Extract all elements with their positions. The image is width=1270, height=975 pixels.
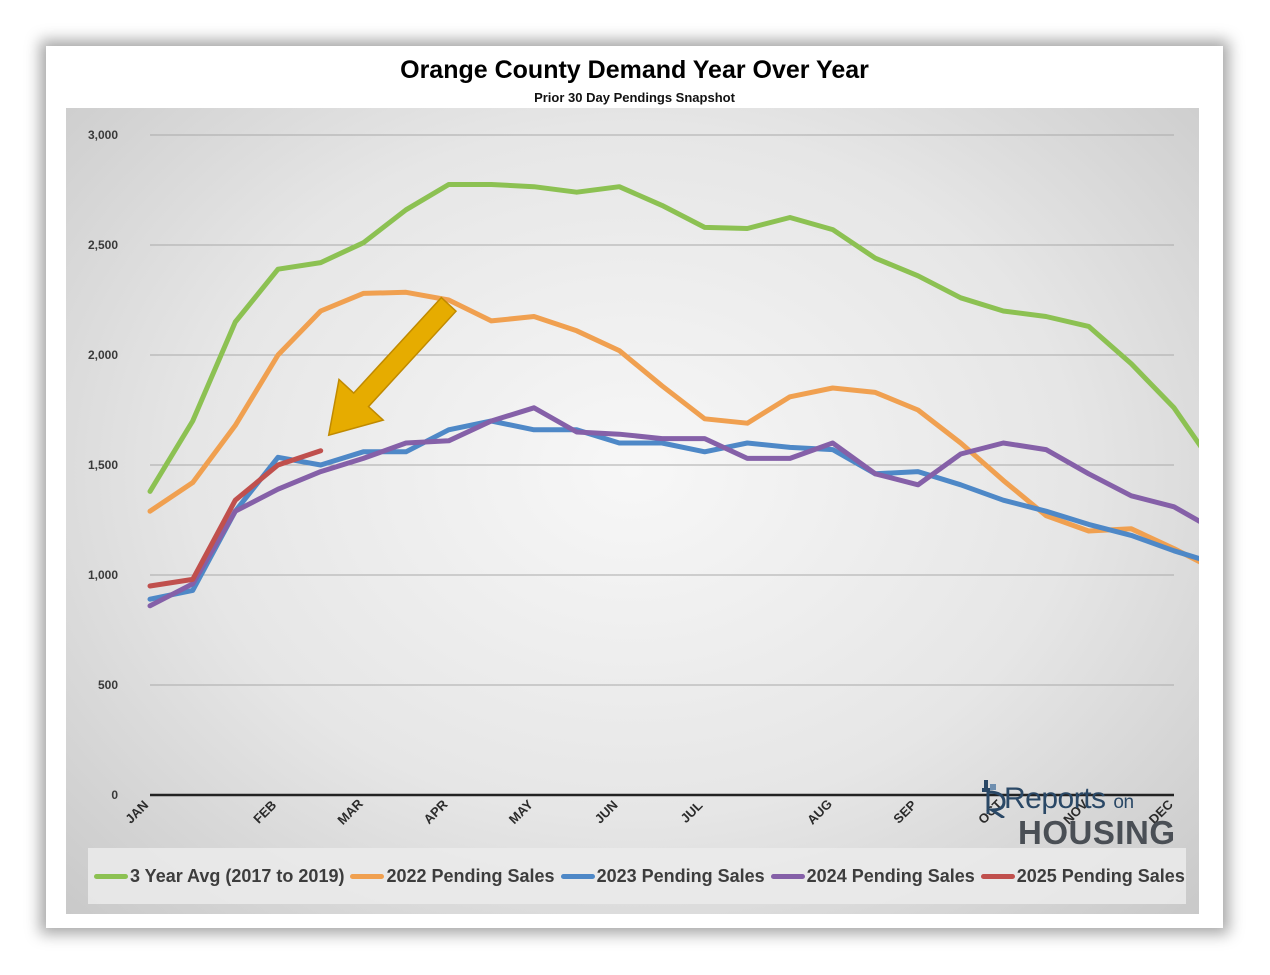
legend-swatch xyxy=(350,873,385,879)
month-tick-label: FEB xyxy=(250,797,279,826)
legend-label: 2024 Pending Sales xyxy=(806,865,975,886)
legend-label: 2022 Pending Sales xyxy=(386,865,555,886)
series-line-3 xyxy=(147,418,1199,602)
grid-layer xyxy=(150,134,1174,686)
y-tick-label: 3,000 xyxy=(88,128,118,142)
logo-text-reports: Reports on xyxy=(1004,782,1134,815)
annotation-layer xyxy=(327,296,458,437)
month-tick-label: AUG xyxy=(804,796,835,827)
reports-on-housing-logo: Reports on HOUSING xyxy=(978,776,1178,856)
logo-text-housing: HOUSING xyxy=(1018,814,1176,851)
chart-svg: 0 500 1,000 1,500 2,000 2,500 3,000 JAN FEB MAR AP… xyxy=(88,128,1199,828)
legend-swatch xyxy=(94,873,128,879)
series-line-4 xyxy=(147,405,1199,609)
month-tick-label: JUN xyxy=(592,797,621,826)
month-tick-label: JAN xyxy=(122,797,151,826)
legend-item-4: 2024 Pending Sales xyxy=(770,865,975,887)
month-tick-label: APR xyxy=(420,796,450,826)
legend-swatch xyxy=(560,873,595,879)
month-tick-label: MAR xyxy=(334,796,366,828)
axis-layer: 0 500 1,000 1,500 2,000 2,500 3,000 JAN FEB MAR AP… xyxy=(88,128,1176,828)
series-layer xyxy=(147,182,1199,609)
month-tick-label-group: MAY xyxy=(506,796,536,826)
month-tick-label: MAY xyxy=(506,796,536,826)
month-tick-label-group: AUG xyxy=(804,796,835,827)
y-tick-label: 2,500 xyxy=(88,238,118,252)
legend-label: 2023 Pending Sales xyxy=(596,865,765,886)
y-tick-label: 1,000 xyxy=(88,568,118,582)
y-tick-label: 1,500 xyxy=(88,458,118,472)
chart-subtitle: Prior 30 Day Pendings Snapshot xyxy=(534,90,735,105)
y-tick-label: 500 xyxy=(98,678,118,692)
month-tick-label: SEP xyxy=(890,797,919,826)
plot-area: 0 500 1,000 1,500 2,000 2,500 3,000 JAN FEB MAR AP… xyxy=(66,108,1199,914)
series-line-2 xyxy=(147,289,1199,565)
month-tick-label-group: JUL xyxy=(677,798,705,826)
legend-item-3: 2023 Pending Sales xyxy=(560,865,765,887)
legend-label: 2025 Pending Sales xyxy=(1016,865,1185,886)
y-tick-label: 0 xyxy=(111,788,118,802)
chart-title: Orange County Demand Year Over Year xyxy=(400,56,869,84)
month-tick-label-group: SEP xyxy=(890,797,919,826)
legend-item-5: 2025 Pending Sales xyxy=(980,865,1185,887)
y-tick-label: 2,000 xyxy=(88,348,118,362)
series-line-1 xyxy=(147,182,1199,494)
chart-legend: 3 Year Avg (2017 to 2019) 2022 Pending Sa… xyxy=(88,848,1186,904)
logo-mark-icon xyxy=(982,780,1006,818)
legend-swatch xyxy=(980,873,1015,879)
month-tick-label-group: APR xyxy=(420,796,450,826)
legend-label: 3 Year Avg (2017 to 2019) xyxy=(130,865,345,886)
month-tick-label-group: MAR xyxy=(334,796,366,828)
legend-item-2: 2022 Pending Sales xyxy=(350,865,555,887)
month-tick-label-group: FEB xyxy=(250,797,279,826)
month-tick-label-group: JUN xyxy=(592,797,621,826)
legend-swatch xyxy=(770,873,805,879)
month-tick-label: JUL xyxy=(677,798,705,826)
series-line-5 xyxy=(147,448,324,589)
chart-frame: Orange County Demand Year Over Year Prio… xyxy=(46,46,1223,928)
legend-item-1: 3 Year Avg (2017 to 2019) xyxy=(94,866,344,887)
annotation-arrow xyxy=(327,296,458,437)
month-tick-label-group: JAN xyxy=(122,797,151,826)
